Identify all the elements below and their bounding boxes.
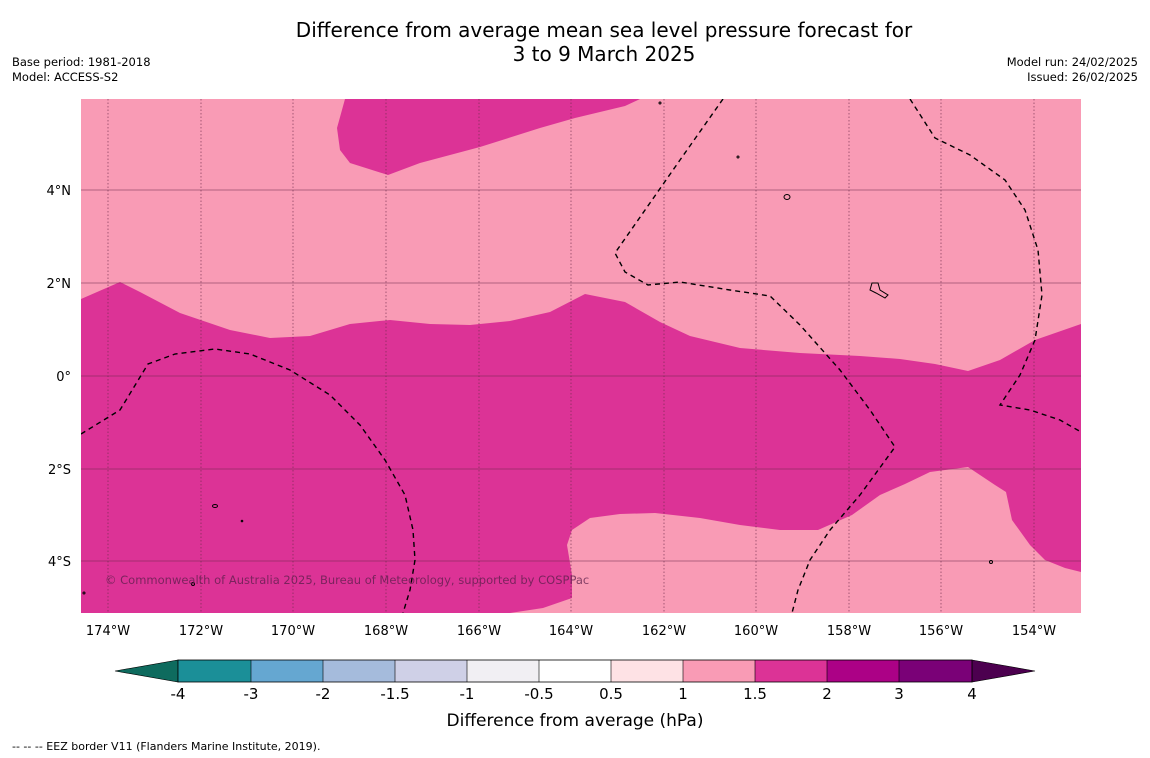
- model-run: Model run: 24/02/2025: [1006, 55, 1138, 69]
- eez-border-west: [81, 348, 416, 613]
- colorbar-max-arrow: [971, 659, 1036, 683]
- colorbar-tick: -3: [244, 685, 259, 703]
- colorbar-tick: 4: [967, 685, 977, 703]
- anomaly-band-dark-equatorial: [81, 282, 1081, 613]
- lon-label: 172°W: [179, 624, 223, 639]
- lat-label: 2°N: [47, 277, 72, 292]
- island-icon: [82, 591, 86, 595]
- eez-border-line-islands: [614, 99, 896, 613]
- colorbar-segment: [395, 660, 467, 682]
- island-icon: [240, 519, 244, 523]
- colorbar-tick: -1.5: [380, 685, 409, 703]
- lon-label: 168°W: [364, 624, 408, 639]
- meta-right: Model run: 24/02/2025 Issued: 26/02/2025: [1007, 55, 1138, 85]
- colorbar-segment: [323, 660, 395, 682]
- colorbar-outline: [177, 659, 973, 683]
- title-line-1: Difference from average mean sea level p…: [295, 18, 913, 42]
- colorbar-segment: [178, 660, 251, 682]
- lon-label: 170°W: [271, 624, 315, 639]
- lon-label: 158°W: [827, 624, 871, 639]
- lon-label: 154°W: [1012, 624, 1056, 639]
- colorbar-tick: -0.5: [524, 685, 553, 703]
- lon-label: 156°W: [919, 624, 963, 639]
- colorbar-segment: [755, 660, 827, 682]
- colorbar: -4 -3 -2 -1.5 -1 -0.5 0.5 1 1.5 2 3 4 Di…: [114, 659, 1036, 731]
- island-icon: [191, 582, 195, 586]
- colorbar-tick: 3: [894, 685, 904, 703]
- island-icon: [783, 194, 791, 200]
- lon-labels: 174°W 172°W 170°W 168°W 166°W 164°W 162°…: [86, 624, 1056, 639]
- lon-label: 164°W: [549, 624, 593, 639]
- colorbar-segment: [899, 660, 972, 682]
- lon-label: 174°W: [86, 624, 130, 639]
- lat-label: 4°S: [48, 555, 71, 570]
- lat-label: 2°S: [48, 463, 71, 478]
- chart-title: Difference from average mean sea level p…: [0, 18, 1150, 66]
- colorbar-tick: -4: [171, 685, 186, 703]
- lat-label: 0°: [56, 370, 71, 385]
- island-icon: [989, 560, 993, 564]
- anomaly-band-dark-north: [337, 99, 640, 175]
- colorbar-tick: 1.5: [743, 685, 767, 703]
- colorbar-tick: 0.5: [599, 685, 623, 703]
- colorbar-label: Difference from average (hPa): [447, 711, 704, 731]
- issued-date: Issued: 26/02/2025: [1027, 70, 1138, 84]
- island-icon: [658, 101, 662, 105]
- grid-lines-lon: [107, 99, 1035, 613]
- lon-label: 160°W: [734, 624, 778, 639]
- lat-label: 4°N: [47, 184, 72, 199]
- islands: [82, 101, 993, 595]
- colorbar-segment: [539, 660, 611, 682]
- title-line-2: 3 to 9 March 2025: [512, 42, 696, 66]
- lon-label: 162°W: [642, 624, 686, 639]
- colorbar-segment: [251, 660, 323, 682]
- map-area: © Commonwealth of Australia 2025, Bureau…: [81, 99, 1081, 613]
- model-name: Model: ACCESS-S2: [12, 70, 119, 84]
- eez-borders: [81, 99, 1081, 613]
- footer-note: -- -- -- EEZ border V11 (Flanders Marine…: [12, 740, 321, 753]
- colorbar-min-arrow: [114, 659, 179, 683]
- base-period: Base period: 1981-2018: [12, 55, 151, 69]
- eez-border-east: [909, 99, 1081, 433]
- colorbar-segment: [683, 660, 755, 682]
- colorbar-segment: [467, 660, 539, 682]
- colorbar-tick: -1: [460, 685, 475, 703]
- lon-label: 166°W: [457, 624, 501, 639]
- copyright-text: © Commonwealth of Australia 2025, Bureau…: [105, 573, 589, 587]
- island-icon: [736, 155, 740, 159]
- colorbar-segment: [827, 660, 899, 682]
- grid-lines: [81, 189, 1081, 562]
- colorbar-ticks: -4 -3 -2 -1.5 -1 -0.5 0.5 1 1.5 2 3 4: [171, 685, 977, 703]
- colorbar-segment: [611, 660, 683, 682]
- colorbar-dividers: [250, 660, 900, 682]
- colorbar-tick: 2: [822, 685, 832, 703]
- colorbar-tick: -2: [316, 685, 331, 703]
- lat-labels: 4°N 2°N 0° 2°S 4°S: [47, 184, 72, 570]
- island-icon: [869, 282, 889, 299]
- map-svg: © Commonwealth of Australia 2025, Bureau…: [47, 99, 1081, 731]
- meta-left: Base period: 1981-2018 Model: ACCESS-S2: [12, 55, 151, 85]
- colorbar-tick: 1: [678, 685, 688, 703]
- island-icon: [212, 504, 218, 508]
